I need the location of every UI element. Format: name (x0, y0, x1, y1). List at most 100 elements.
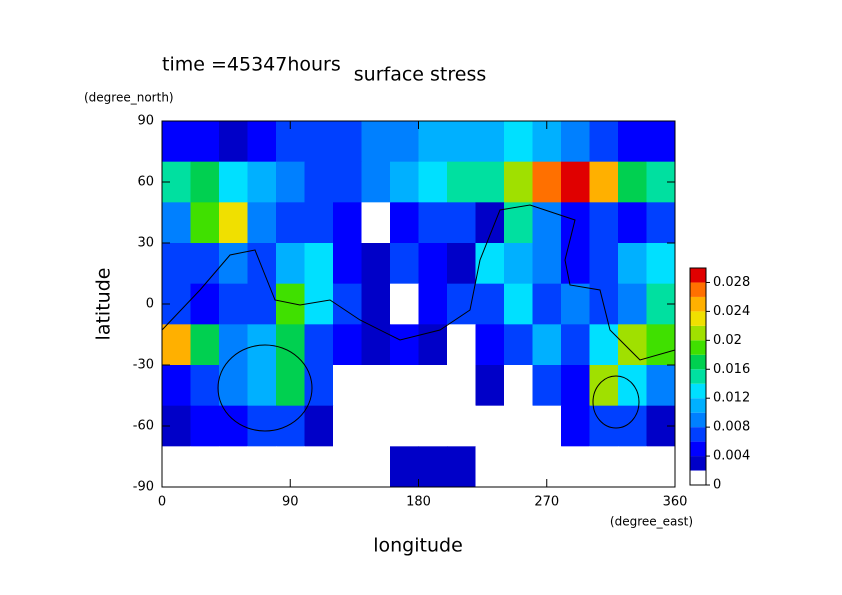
contour-cell (190, 283, 220, 325)
contour-cell (333, 405, 362, 447)
contour-cell (646, 202, 676, 244)
contour-cell (219, 446, 248, 488)
contour-cell (589, 324, 619, 366)
contour-cell (561, 202, 590, 244)
coastline (592, 375, 640, 429)
contour-cell (276, 202, 305, 244)
contour-cell (447, 365, 476, 407)
contour-cell (475, 243, 505, 285)
colorbar-bin (690, 398, 706, 413)
contour-cell (447, 405, 476, 447)
contour-cell (333, 202, 362, 244)
chart-title: surface stress (354, 64, 487, 86)
contour-cell (589, 446, 619, 488)
colorbar-bin (690, 427, 706, 442)
contour-cell (618, 121, 647, 163)
x-tick-label: 360 (663, 495, 688, 510)
contour-cell (475, 446, 505, 488)
contour-cell (475, 405, 505, 447)
contour-cell (475, 283, 505, 325)
contour-cell (162, 365, 191, 407)
colorbar-bin (690, 456, 706, 471)
colorbar-bin (690, 441, 706, 457)
contour-cell (162, 324, 191, 366)
colorbar-tick-label: 0.008 (713, 420, 750, 435)
contour-cell (475, 202, 505, 244)
contour-cell (646, 121, 676, 163)
contour-cell (447, 161, 476, 203)
contour-cell (561, 121, 590, 163)
contour-cell (390, 202, 419, 244)
colorbar-tick-label: 0.016 (713, 362, 750, 377)
colorbar-bin (690, 282, 706, 297)
contour-cell (333, 121, 362, 163)
colorbar-bin (690, 311, 706, 326)
colorbar-bin (690, 340, 706, 355)
contour-cell (504, 243, 533, 285)
contour-cell (589, 405, 619, 447)
contour-cell (304, 202, 334, 244)
contour-field (162, 121, 676, 488)
contour-cell (589, 121, 619, 163)
contour-cell (276, 283, 305, 325)
contour-cell (390, 243, 419, 285)
contour-cell (475, 121, 505, 163)
contour-cell (361, 243, 391, 285)
contour-cell (247, 243, 277, 285)
annotation: time =45347hours (162, 54, 341, 76)
contour-cell (361, 446, 391, 488)
contour-cell (475, 365, 505, 407)
colorbar-frame (689, 267, 707, 486)
contour-cell (418, 324, 448, 366)
contour-cell (618, 202, 647, 244)
y-tick-label: -90 (133, 480, 154, 495)
contour-cell (304, 405, 334, 447)
contour-cell (447, 202, 476, 244)
contour-cell (162, 121, 191, 163)
contour-cell (532, 202, 562, 244)
contour-cell (190, 405, 220, 447)
contour-cell (219, 243, 248, 285)
contour-cell (589, 365, 619, 407)
contour-cell (247, 405, 277, 447)
contour-cell (247, 161, 277, 203)
contour-cell (390, 283, 419, 325)
contour-cell (447, 121, 476, 163)
colorbar-bin (690, 296, 706, 312)
contour-cell (561, 365, 590, 407)
contour-cell (418, 365, 448, 407)
contour-cell (561, 405, 590, 447)
contour-cell (418, 446, 448, 488)
contour-cell (247, 121, 277, 163)
contour-cell (418, 121, 448, 163)
y-axis-unit: (degree_north) (84, 91, 174, 105)
contour-cell (646, 365, 676, 407)
contour-cell (361, 202, 391, 244)
contour-cell (304, 283, 334, 325)
y-tick-label: 30 (137, 236, 154, 251)
contour-cell (219, 161, 248, 203)
colorbar-tick-label: 0.024 (713, 304, 750, 319)
y-tick-label: 90 (137, 114, 154, 129)
contour-cell (390, 405, 419, 447)
contour-cell (219, 365, 248, 407)
contour-cell (532, 324, 562, 366)
contour-cell (190, 202, 220, 244)
colorbar-tick-label: 0.012 (713, 391, 750, 406)
contour-cell (589, 202, 619, 244)
contour-cell (504, 324, 533, 366)
contour-cell (504, 121, 533, 163)
contour-cell (561, 446, 590, 488)
contour-cell (390, 121, 419, 163)
contour-cell (219, 121, 248, 163)
contour-cell (190, 324, 220, 366)
contour-cell (247, 202, 277, 244)
contour-cell (390, 365, 419, 407)
contour-cell (475, 161, 505, 203)
contour-cell (561, 324, 590, 366)
contour-cell (162, 202, 191, 244)
colorbar-bin (690, 470, 706, 485)
y-tick-label: 0 (146, 297, 154, 312)
contour-cell (333, 243, 362, 285)
contour-cell (618, 446, 647, 488)
